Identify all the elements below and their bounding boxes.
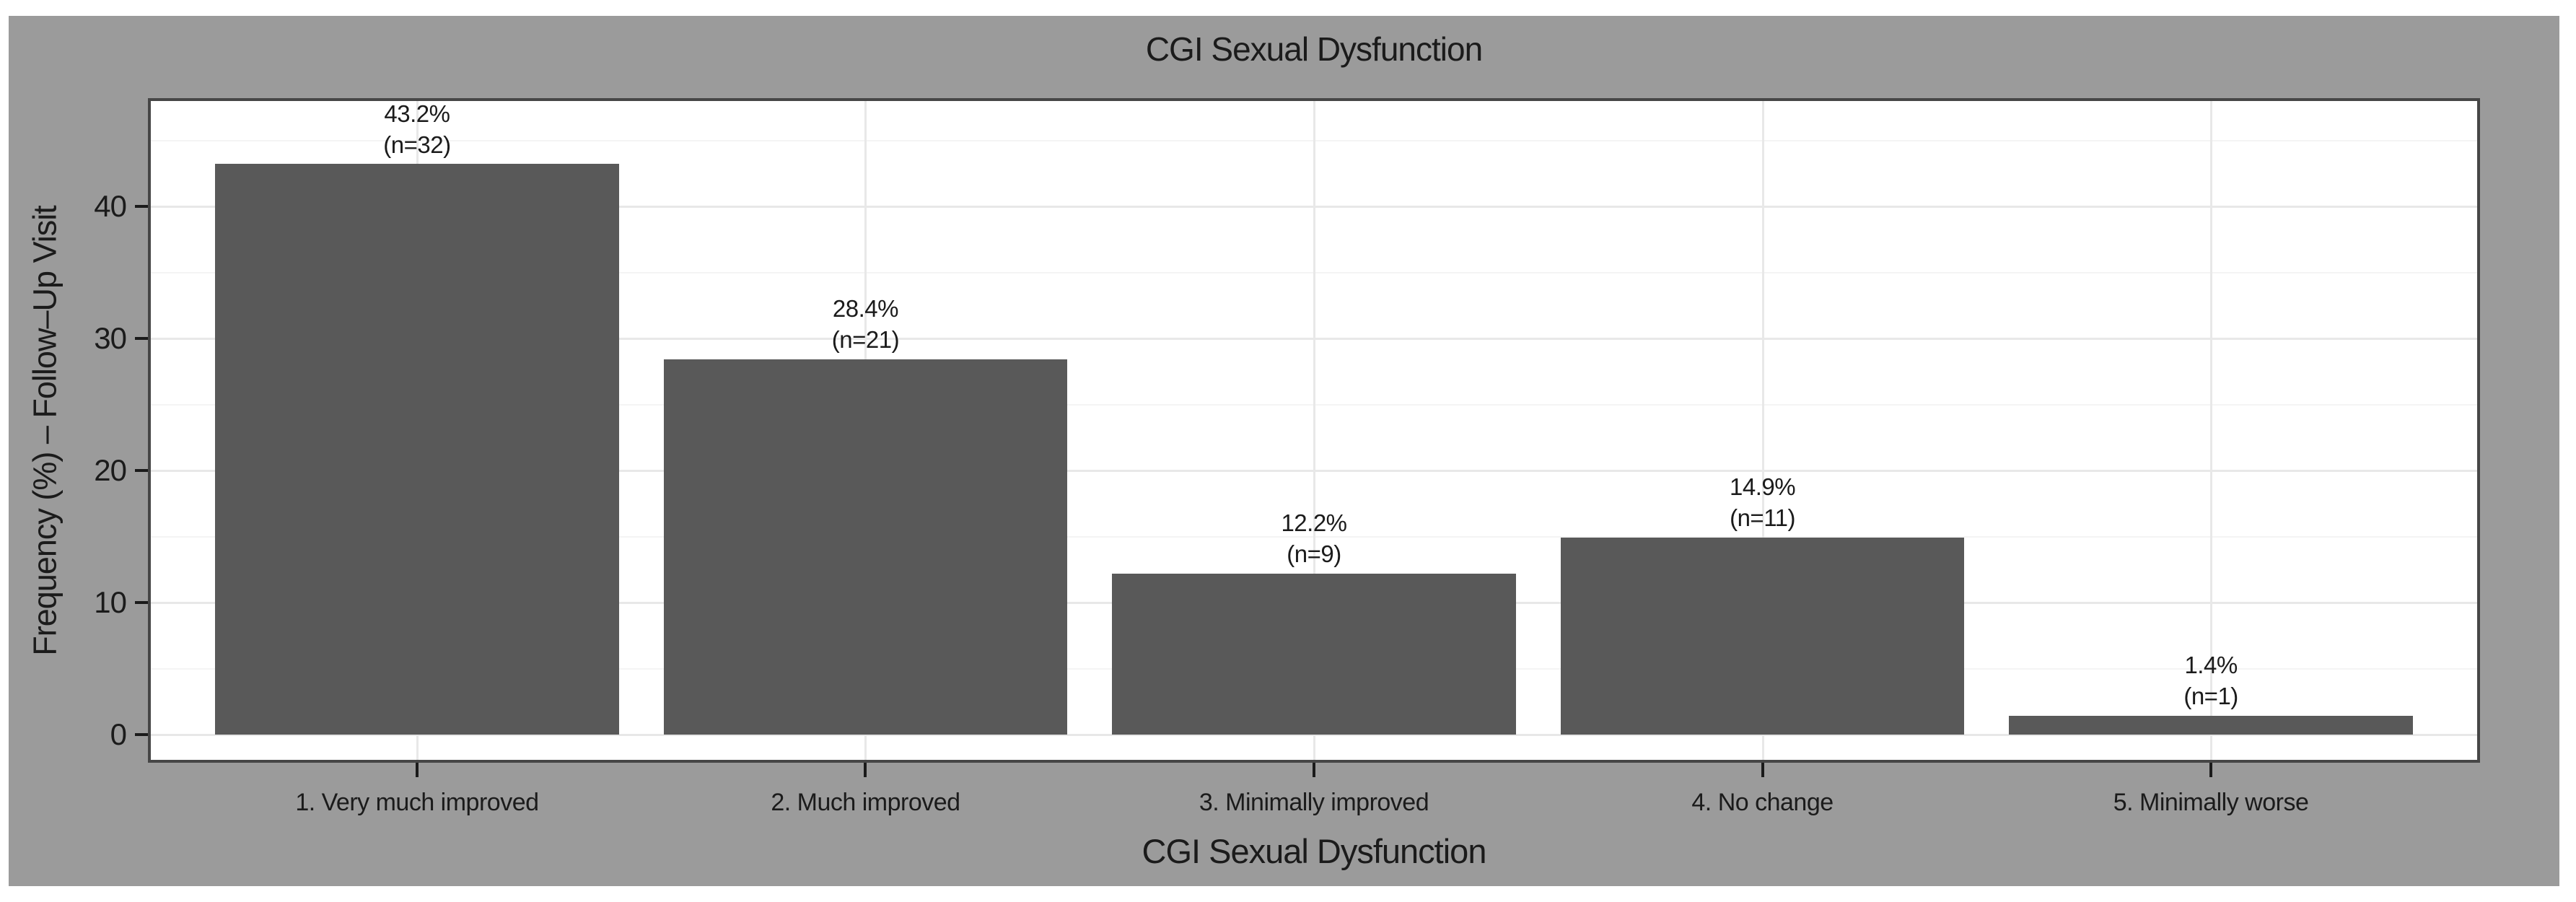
bar-annotation: 14.9% (n=11) [1618,471,1907,533]
y-axis-title: Frequency (%) – Follow–Up Visit [26,205,63,656]
y-tick-mark [135,469,148,473]
y-tick-label: 10 [94,585,127,619]
bar-value-label: 28.4% [832,295,899,323]
y-tick-label: 40 [94,189,127,224]
bar-annotation: 43.2% (n=32) [273,98,561,160]
bar-value-label: 43.2% [384,100,450,127]
y-tick-label: 30 [94,321,127,356]
bar-4 [1560,538,1965,735]
x-tick-mark [1761,763,1764,777]
bar-count-label: (n=1) [2183,683,2238,710]
bar-2 [663,359,1068,735]
bar-value-label: 12.2% [1281,509,1347,536]
bar-annotation: 1.4% (n=1) [2067,649,2355,711]
bar-count-label: (n=21) [831,326,900,354]
y-tick-mark [135,733,148,736]
y-tick-mark [135,601,148,604]
y-tick-mark [135,205,148,209]
bar-value-label: 1.4% [2184,652,2238,679]
y-tick-label: 20 [94,453,127,488]
gridline-vertical [1761,98,1764,763]
x-tick-label: 4. No change [1691,789,1834,816]
x-tick-mark [1313,763,1315,777]
x-tick-label: 1. Very much improved [295,789,539,816]
bar-value-label: 14.9% [1729,473,1796,501]
x-tick-mark [864,763,867,777]
x-axis-title: CGI Sexual Dysfunction [1142,832,1487,870]
plot-area-border [148,98,2480,763]
bar-3 [1112,573,1516,735]
plot-area: 43.2% (n=32) 28.4% (n=21) 12.2% (n=9) 14.9% (n=… [148,98,2480,763]
x-tick-mark [415,763,419,777]
gridline-vertical [1313,98,1315,763]
bar-count-label: (n=11) [1730,504,1795,532]
x-tick-label: 2. Much improved [771,789,960,816]
x-tick-mark [2209,763,2213,777]
x-tick-label: 3. Minimally improved [1199,789,1429,816]
y-tick-mark [135,337,148,341]
chart-title: CGI Sexual Dysfunction [1145,30,1483,68]
x-tick-label: 5. Minimally worse [2113,789,2309,816]
bar-5 [2009,716,2413,735]
y-tick-label: 0 [110,717,127,751]
bar-annotation: 12.2% (n=9) [1170,507,1458,569]
bar-annotation: 28.4% (n=21) [721,293,1009,355]
bar-count-label: (n=9) [1287,540,1341,567]
gridline-vertical [2210,98,2213,763]
bar-count-label: (n=32) [383,131,451,158]
bar-1 [215,164,619,735]
